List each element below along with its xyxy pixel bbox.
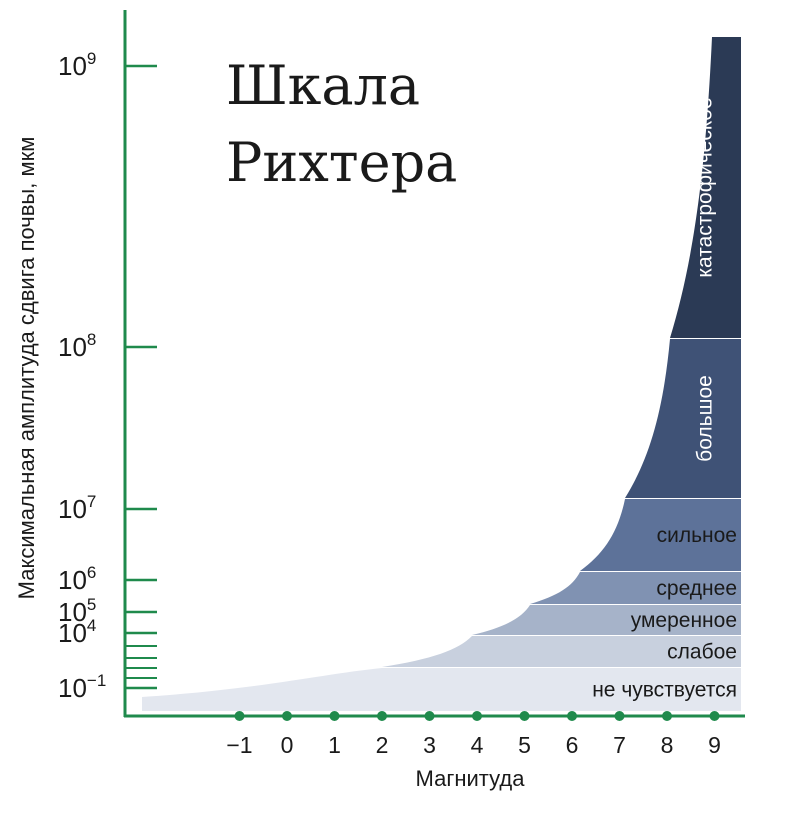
y-tick-label-2: 108 bbox=[58, 330, 96, 362]
band-label-3: умеренное bbox=[631, 609, 737, 632]
x-tick-dot-3 bbox=[329, 711, 340, 721]
chart-title-line-1: Шкала bbox=[226, 54, 420, 117]
y-tick-label-3: 107 bbox=[58, 492, 96, 524]
band-label-2: слабое bbox=[667, 641, 737, 664]
band-6 bbox=[625, 339, 741, 498]
x-tick-label-6: 4 bbox=[471, 732, 484, 758]
y-tick-label-7: 10−1 bbox=[58, 671, 106, 703]
band-label-1: не чувствуется bbox=[592, 679, 737, 702]
x-tick-dot-4 bbox=[377, 711, 387, 721]
x-tick-dot-2 bbox=[282, 711, 292, 721]
x-tick-dot-1 bbox=[234, 711, 245, 721]
y-axis-title: Максимальная амплитуда сдвига почвы, мкм bbox=[14, 137, 39, 600]
x-tick-dot-9 bbox=[614, 711, 625, 721]
x-tick-dot-10 bbox=[662, 711, 672, 721]
x-tick-label-7: 5 bbox=[518, 732, 531, 758]
x-tick-label-5: 3 bbox=[423, 732, 436, 758]
x-tick-label-1: −1 bbox=[226, 732, 252, 758]
x-tick-dot-7 bbox=[519, 711, 530, 721]
band-7 bbox=[670, 37, 741, 338]
bands-layer bbox=[142, 37, 741, 711]
x-tick-dot-8 bbox=[567, 711, 577, 721]
x-tick-label-11: 9 bbox=[708, 732, 721, 758]
band-label-4: среднее bbox=[656, 577, 737, 600]
band-3 bbox=[472, 605, 741, 635]
x-tick-label-2: 0 bbox=[281, 732, 294, 758]
labels-layer: не чувствуется слабое умеренное среднее силь… bbox=[14, 49, 737, 791]
x-tick-label-9: 7 bbox=[613, 732, 626, 758]
x-tick-label-4: 2 bbox=[376, 732, 389, 758]
band-label-6: большое bbox=[694, 375, 717, 462]
y-tick-label-5: 105 bbox=[58, 595, 96, 627]
x-tick-dot-6 bbox=[472, 711, 482, 721]
x-tick-dot-5 bbox=[424, 711, 435, 721]
band-label-5: сильное bbox=[657, 524, 737, 547]
x-tick-label-10: 8 bbox=[661, 732, 674, 758]
band-5 bbox=[580, 499, 741, 571]
x-tick-label-3: 1 bbox=[328, 732, 341, 758]
x-axis-title: Магнитуда bbox=[416, 766, 526, 791]
band-4 bbox=[530, 572, 741, 604]
axes-layer bbox=[123, 10, 745, 721]
band-label-7: катастрофическое bbox=[694, 97, 717, 277]
y-tick-label-1: 109 bbox=[58, 49, 96, 81]
chart-title-line-2: Рихтера bbox=[226, 131, 457, 194]
x-tick-dot-11 bbox=[709, 711, 720, 721]
y-tick-label-6: 104 bbox=[58, 616, 96, 648]
y-tick-label-4: 106 bbox=[58, 563, 96, 595]
x-tick-label-8: 6 bbox=[566, 732, 579, 758]
band-2 bbox=[382, 636, 741, 667]
band-1 bbox=[142, 668, 741, 711]
